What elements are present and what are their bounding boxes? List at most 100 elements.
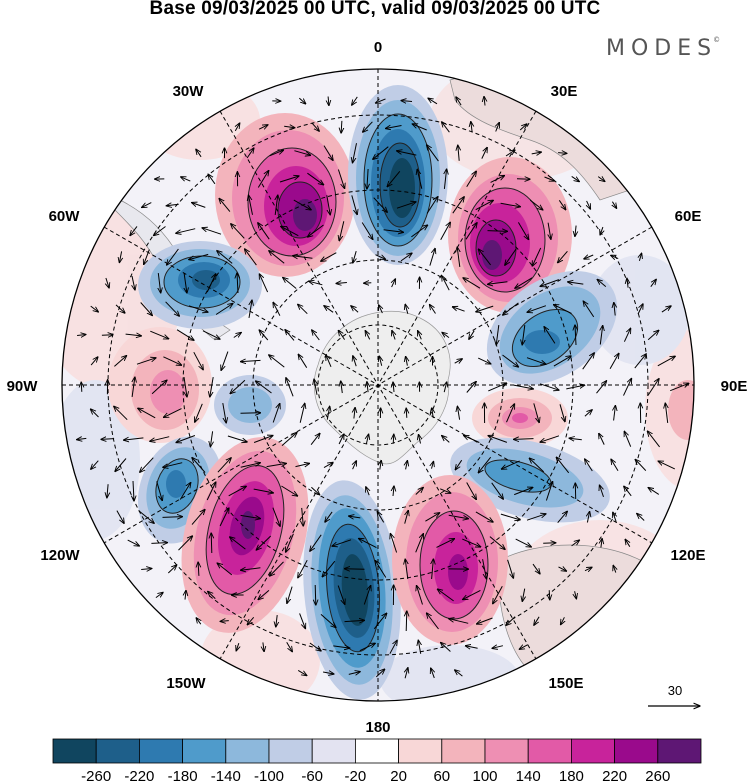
wind-vector — [489, 536, 505, 550]
wind-vector — [77, 335, 86, 336]
wind-vector — [284, 126, 295, 127]
wind-vector — [286, 642, 293, 651]
wind-vector — [584, 255, 594, 259]
wind-vector — [375, 561, 387, 578]
wind-vector — [124, 438, 144, 440]
wind-vector — [457, 247, 460, 267]
wind-vector — [406, 408, 407, 418]
colorbar-box — [311, 738, 356, 764]
wind-vector — [452, 307, 465, 312]
wind-vector — [475, 200, 494, 211]
anomaly-center-5 — [486, 270, 618, 386]
wind-vector — [332, 539, 352, 546]
wind-vector — [125, 334, 142, 336]
wind-vector — [597, 177, 605, 182]
wind-vector — [221, 351, 229, 371]
lon-label-60w: 60W — [49, 208, 81, 225]
wind-vector — [389, 640, 397, 654]
colorbar-box — [657, 738, 702, 764]
wind-vector — [141, 569, 152, 570]
wind-vector — [492, 646, 504, 649]
wind-vector — [375, 669, 384, 678]
wind-vector — [310, 433, 320, 446]
wind-vector — [393, 382, 394, 392]
wind-vector — [392, 331, 395, 340]
wind-vector — [575, 325, 576, 346]
wind-vector — [107, 484, 108, 498]
wind-vector — [166, 204, 179, 206]
wind-vector — [373, 613, 386, 630]
wind-vector — [281, 226, 299, 237]
wind-vector — [192, 458, 206, 473]
wind-vector — [436, 539, 455, 548]
wind-vector — [228, 486, 247, 497]
wind-vector — [505, 248, 517, 265]
wind-vector — [367, 168, 368, 189]
wind-vector — [307, 172, 323, 185]
wind-vector — [222, 403, 226, 423]
wind-vector — [266, 463, 287, 468]
wind-vector — [397, 151, 417, 156]
wind-vector — [587, 200, 591, 209]
wind-vector — [130, 226, 138, 235]
wind-vector — [463, 278, 481, 289]
wind-vector — [514, 487, 533, 496]
wind-vector — [302, 507, 304, 526]
wind-vector — [575, 225, 576, 237]
wind-vector — [272, 404, 280, 423]
wind-vector — [611, 459, 619, 472]
wind-vector — [269, 251, 285, 264]
wind-vector — [440, 222, 451, 241]
wind-vector — [614, 303, 615, 316]
wind-vector — [309, 281, 323, 286]
wind-vector — [597, 279, 607, 287]
wind-vector — [454, 359, 463, 363]
wind-vector — [491, 482, 504, 499]
colorbar-box — [95, 738, 140, 764]
wind-vector — [601, 539, 602, 548]
wind-vector — [336, 283, 347, 284]
wind-vector — [353, 461, 357, 470]
wind-vector — [517, 222, 528, 239]
wind-vector — [361, 222, 373, 240]
colorbar-tick-label: -260 — [81, 768, 111, 783]
wind-vector — [392, 279, 396, 288]
wind-vector — [639, 253, 641, 261]
lon-label-0: 0 — [374, 39, 382, 56]
wind-vector — [519, 124, 527, 131]
wind-vector — [456, 97, 462, 106]
wind-vector — [345, 569, 365, 570]
wind-vector — [337, 585, 345, 605]
wind-vector — [429, 248, 435, 266]
colorbar-box — [398, 738, 443, 764]
wind-vector — [554, 305, 572, 314]
wind-vector — [263, 642, 264, 651]
wind-vector — [380, 460, 381, 470]
wind-vector — [241, 360, 261, 361]
wind-vector — [519, 644, 528, 650]
wind-vector — [442, 122, 450, 133]
wind-vector — [115, 458, 127, 472]
wind-vector — [405, 304, 408, 314]
wind-vector — [396, 202, 416, 209]
wind-vector — [534, 616, 540, 625]
wind-vector — [532, 563, 540, 574]
wind-vector — [419, 435, 421, 444]
wind-vector — [575, 591, 577, 599]
wind-vector — [425, 513, 439, 522]
wind-vector — [596, 381, 607, 394]
wind-vector — [299, 613, 306, 628]
wind-vector — [507, 559, 514, 578]
wind-vector — [515, 538, 532, 547]
wind-vector — [540, 279, 560, 287]
wind-vector — [432, 559, 434, 580]
wind-vector — [77, 438, 87, 439]
wind-vector — [91, 460, 99, 470]
wind-vector — [417, 586, 423, 605]
wind-vector — [496, 123, 500, 132]
wind-vector — [600, 326, 602, 345]
wind-vector — [442, 276, 450, 291]
wind-vector — [127, 539, 140, 546]
wind-vector — [609, 353, 619, 369]
wind-vector — [189, 253, 209, 259]
